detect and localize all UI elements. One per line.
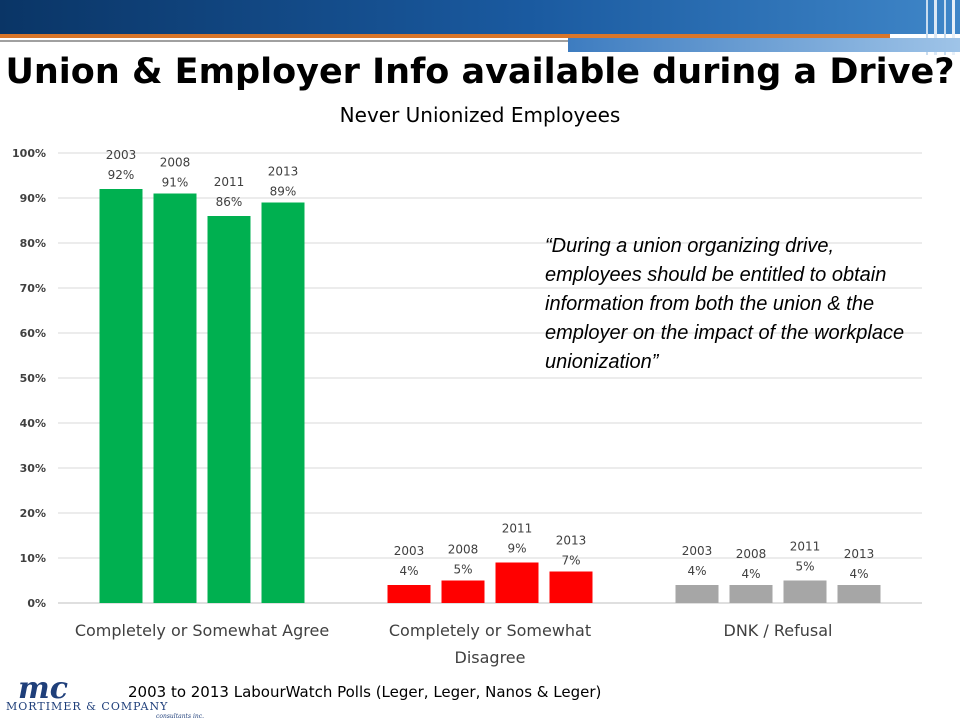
bar-value-label: 92% xyxy=(108,168,135,182)
category-label: DNK / Refusal xyxy=(724,621,833,640)
bar-value-label: 4% xyxy=(849,567,868,581)
bar-value-label: 4% xyxy=(399,564,418,578)
y-tick-label: 100% xyxy=(12,147,46,160)
bar xyxy=(675,585,719,603)
mortimer-company-logo: mc MORTIMER & COMPANY consultants inc. xyxy=(6,671,204,720)
bar-year-label: 2008 xyxy=(160,156,191,170)
bar-year-label: 2013 xyxy=(556,534,587,548)
bar-value-label: 86% xyxy=(216,195,243,209)
bar xyxy=(387,585,431,603)
bar-year-label: 2013 xyxy=(268,165,299,179)
blue-accent-bar xyxy=(568,38,960,52)
bar-value-label: 9% xyxy=(507,542,526,556)
bar-value-label: 89% xyxy=(270,185,297,199)
logo-company-name: MORTIMER & COMPANY xyxy=(6,700,168,713)
gray-divider xyxy=(0,40,570,42)
y-tick-label: 20% xyxy=(20,507,46,520)
bar xyxy=(729,585,773,603)
bar xyxy=(549,571,593,603)
y-tick-label: 80% xyxy=(20,237,46,250)
category-label: Completely or Somewhat xyxy=(389,621,591,640)
survey-question-quote: “During a union organizing drive, employ… xyxy=(545,235,905,373)
y-tick-label: 10% xyxy=(20,552,46,565)
bar xyxy=(207,216,251,603)
bar-chart: 0% 10% 20% 30% 40% 50% 60% 70% 80% 90% 100% 2003 92%… xyxy=(12,147,922,667)
category-label: Disagree xyxy=(455,648,526,667)
bar-value-label: 4% xyxy=(741,567,760,581)
bar-year-label: 2008 xyxy=(736,547,767,561)
bar-value-label: 4% xyxy=(687,564,706,578)
y-tick-label: 70% xyxy=(20,282,46,295)
bar xyxy=(261,202,305,603)
category-label: Completely or Somewhat Agree xyxy=(75,621,329,640)
bar xyxy=(495,562,539,603)
bar xyxy=(99,189,143,603)
bar-value-label: 91% xyxy=(162,176,189,190)
bar-year-label: 2011 xyxy=(790,540,821,554)
bar-year-label: 2008 xyxy=(448,543,479,557)
bar-year-label: 2011 xyxy=(214,175,245,189)
top-banner xyxy=(0,0,960,55)
y-tick-label: 60% xyxy=(20,327,46,340)
y-tick-label: 50% xyxy=(20,372,46,385)
bar-value-label: 5% xyxy=(795,560,814,574)
bar xyxy=(837,585,881,603)
bar xyxy=(783,580,827,603)
logo-monogram: mc xyxy=(18,671,68,706)
data-source-note: 2003 to 2013 LabourWatch Polls (Leger, L… xyxy=(128,683,602,701)
orange-divider xyxy=(0,34,890,38)
bar xyxy=(441,580,485,603)
bar-year-label: 2013 xyxy=(844,547,875,561)
bar-value-label: 7% xyxy=(561,554,580,568)
bar-year-label: 2003 xyxy=(682,544,713,558)
bar-year-label: 2011 xyxy=(502,522,533,536)
slide-subtitle: Never Unionized Employees xyxy=(339,103,621,127)
bar-value-label: 5% xyxy=(453,563,472,577)
bar-year-label: 2003 xyxy=(106,148,137,162)
logo-tagline: consultants inc. xyxy=(156,713,204,720)
banner-stripes xyxy=(926,0,955,55)
y-tick-label: 30% xyxy=(20,462,46,475)
y-tick-label: 0% xyxy=(27,597,46,610)
y-tick-label: 90% xyxy=(20,192,46,205)
bar-year-label: 2003 xyxy=(394,544,425,558)
slide-title: Union & Employer Info available during a… xyxy=(5,52,955,92)
y-tick-label: 40% xyxy=(20,417,46,430)
bar xyxy=(153,193,197,603)
